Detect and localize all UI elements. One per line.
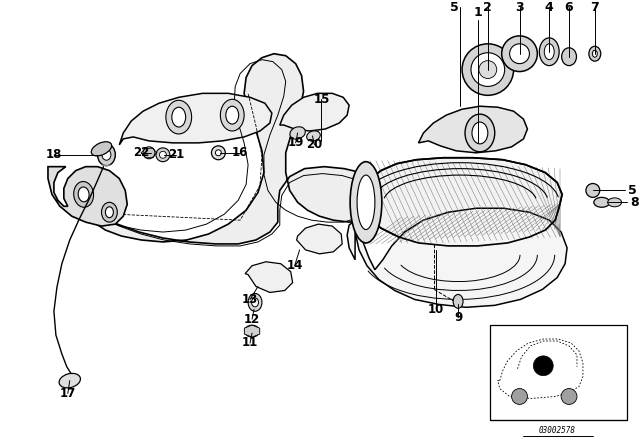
FancyBboxPatch shape [490, 325, 627, 420]
Ellipse shape [156, 148, 170, 162]
Ellipse shape [471, 53, 505, 86]
Polygon shape [82, 54, 377, 244]
Ellipse shape [608, 198, 621, 207]
Text: 2: 2 [483, 0, 492, 13]
Ellipse shape [74, 181, 93, 207]
Ellipse shape [465, 114, 495, 152]
Text: 12: 12 [244, 313, 260, 326]
Text: 11: 11 [242, 336, 258, 349]
Text: 21: 21 [168, 148, 184, 161]
Ellipse shape [540, 38, 559, 65]
Text: 16: 16 [232, 146, 248, 159]
Ellipse shape [102, 202, 117, 222]
Ellipse shape [252, 298, 259, 307]
Ellipse shape [106, 207, 113, 218]
Ellipse shape [220, 99, 244, 131]
Ellipse shape [593, 50, 597, 57]
Ellipse shape [561, 388, 577, 405]
Ellipse shape [453, 294, 463, 308]
Ellipse shape [78, 187, 89, 202]
Text: 4: 4 [545, 0, 554, 13]
Text: 20: 20 [307, 138, 323, 151]
Text: 18: 18 [45, 148, 62, 161]
Ellipse shape [211, 146, 225, 160]
Text: 19: 19 [287, 136, 304, 149]
Ellipse shape [350, 162, 382, 243]
Ellipse shape [479, 60, 497, 78]
Text: 22: 22 [133, 146, 149, 159]
Text: 1: 1 [474, 6, 483, 19]
Text: 5: 5 [628, 184, 637, 197]
Polygon shape [244, 325, 260, 337]
Text: 15: 15 [313, 93, 330, 106]
Ellipse shape [586, 184, 600, 198]
Text: 8: 8 [630, 196, 639, 209]
Ellipse shape [594, 198, 610, 207]
Text: 6: 6 [564, 0, 573, 13]
Ellipse shape [216, 150, 221, 156]
Ellipse shape [166, 100, 191, 134]
Text: 14: 14 [287, 259, 303, 272]
Ellipse shape [589, 46, 601, 61]
Ellipse shape [244, 325, 259, 337]
Text: 9: 9 [454, 311, 462, 324]
Ellipse shape [143, 147, 155, 159]
Ellipse shape [248, 293, 262, 311]
Ellipse shape [290, 127, 305, 139]
Ellipse shape [159, 151, 166, 158]
Ellipse shape [102, 149, 111, 160]
Text: 03002578: 03002578 [539, 426, 575, 435]
Ellipse shape [533, 356, 553, 376]
Ellipse shape [511, 388, 527, 405]
Polygon shape [359, 158, 562, 246]
Ellipse shape [472, 122, 488, 144]
Ellipse shape [226, 106, 239, 124]
Text: 5: 5 [450, 0, 458, 13]
Ellipse shape [509, 44, 529, 64]
Text: 3: 3 [515, 0, 524, 13]
Polygon shape [280, 93, 349, 131]
Ellipse shape [307, 131, 320, 141]
Polygon shape [359, 158, 562, 246]
Ellipse shape [92, 142, 111, 156]
Ellipse shape [172, 107, 186, 127]
Ellipse shape [97, 144, 115, 166]
Text: 7: 7 [591, 0, 599, 13]
Text: 17: 17 [60, 387, 76, 400]
Ellipse shape [562, 48, 577, 65]
Text: 13: 13 [242, 293, 258, 306]
Text: 10: 10 [428, 303, 444, 316]
Ellipse shape [544, 44, 554, 60]
Polygon shape [48, 167, 127, 226]
Polygon shape [419, 106, 527, 153]
Ellipse shape [502, 36, 538, 72]
Ellipse shape [462, 44, 513, 95]
Polygon shape [245, 262, 292, 293]
Polygon shape [296, 224, 342, 254]
Ellipse shape [357, 175, 375, 229]
Polygon shape [347, 208, 567, 307]
Ellipse shape [59, 373, 81, 388]
Polygon shape [119, 93, 272, 145]
